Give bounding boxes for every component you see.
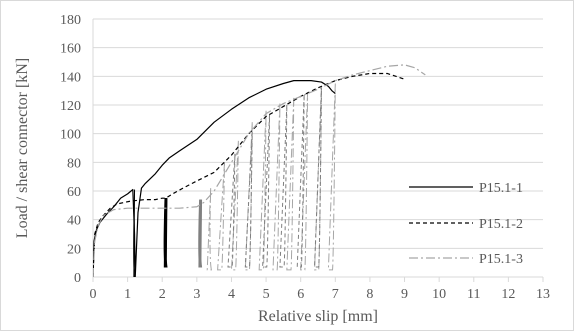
series-lines [93,64,426,277]
cycle-p15-1-1 [165,198,168,268]
grid-lines [93,18,543,249]
cycle-p15-1-3 [230,140,239,271]
y-tick-label: 180 [60,13,81,28]
x-tick-label: 0 [90,287,97,302]
x-axis-title: Relative slip [mm] [258,308,378,325]
y-tick-label: 160 [60,42,81,57]
y-tick-label: 0 [74,271,81,286]
cycle-p15-1-3 [206,188,213,271]
y-axis-title: Load / shear connector [kN] [14,58,31,238]
cycle-p15-1-2 [279,104,288,268]
y-tick-label: 80 [67,156,81,171]
legend-label-1: P15.1-1 [479,181,523,196]
cycle-p15-1-3 [272,103,281,271]
axes [92,19,544,282]
cycle-p15-1-3 [327,83,336,271]
x-tick-label: 3 [193,287,200,302]
x-tick-label: 4 [228,287,235,302]
y-tick-label: 60 [67,185,81,200]
x-tick-label: 1 [124,287,131,302]
x-tick-labels: 0 1 2 3 4 5 6 7 8 9 10 11 12 13 [90,287,551,302]
cycle-p15-1-3 [286,97,295,271]
unloading-cycles [133,83,336,277]
cycle-p15-1-3 [300,92,309,271]
x-tick-label: 2 [159,287,166,302]
legend-label-3: P15.1-3 [479,252,523,267]
x-tick-label: 11 [467,287,480,302]
y-tick-label: 140 [60,70,81,85]
x-tick-label: 9 [401,287,408,302]
cycle-p15-1-2 [296,94,305,268]
y-tick-label: 40 [67,214,81,229]
legend-label-2: P15.1-2 [479,217,523,232]
series-line-3 [93,64,426,277]
legend: P15.1-1 P15.1-2 P15.1-3 [409,181,523,267]
x-tick-label: 8 [366,287,373,302]
cycle-p15-1-2 [227,153,236,268]
x-tick-label: 6 [297,287,304,302]
cycle-p15-1-2 [244,132,253,268]
y-tick-label: 100 [60,128,81,143]
series-line-1 [93,80,336,277]
cycle-p15-1-2 [262,115,271,268]
x-tick-label: 13 [536,287,550,302]
x-tick-label: 7 [332,287,339,302]
y-tick-label: 20 [67,242,81,257]
y-tick-label: 120 [60,99,81,114]
x-tick-label: 5 [263,287,270,302]
cycle-p15-1-3 [200,199,203,268]
series-line-2 [93,72,405,277]
x-tick-label: 12 [501,287,515,302]
cycle-p15-1-2 [314,86,322,268]
cycle-p15-1-3 [217,162,226,271]
cycle-p15-1-3 [258,110,267,271]
x-tick-label: 10 [432,287,446,302]
y-tick-labels: 0 20 40 60 80 100 120 140 160 180 [60,13,81,286]
